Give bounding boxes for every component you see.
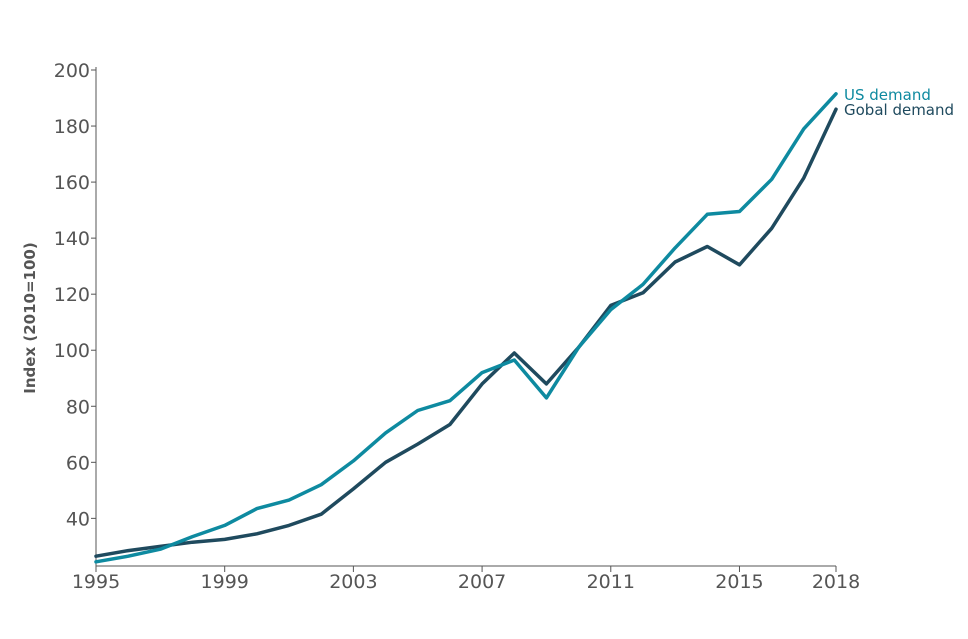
series-layer: [94, 92, 838, 564]
x-tick-label: 2011: [587, 571, 635, 593]
x-tick-label: 2007: [458, 571, 506, 593]
y-tick-label: 180: [54, 116, 90, 138]
y-axis-label: Index (2010=100): [21, 242, 39, 393]
x-axis: 1995 1999 2003 2007 2011 2015 2018: [72, 565, 860, 593]
series-line-global-demand: [94, 107, 838, 558]
y-tick-label: 100: [54, 340, 90, 362]
x-tick-label: 2015: [715, 571, 763, 593]
y-tick-label: 40: [66, 508, 90, 530]
y-tick-label: 120: [54, 284, 90, 306]
y-axis: 40 60 80 100 120 140 160 180 200: [54, 60, 97, 566]
series-line-us-demand: [94, 92, 838, 564]
x-tick-label: 2018: [812, 571, 860, 593]
y-tick-label: 60: [66, 452, 90, 474]
x-tick-label: 1995: [72, 571, 120, 593]
x-tick-label: 1999: [201, 571, 249, 593]
y-tick-label: 140: [54, 228, 90, 250]
x-tick-label: 2003: [329, 571, 377, 593]
legend-label-global-demand: Gobal demand: [844, 101, 954, 119]
y-tick-label: 80: [66, 396, 90, 418]
legend-label-us-demand: US demand: [844, 86, 931, 104]
y-tick-label: 200: [54, 60, 90, 82]
y-tick-label: 160: [54, 172, 90, 194]
